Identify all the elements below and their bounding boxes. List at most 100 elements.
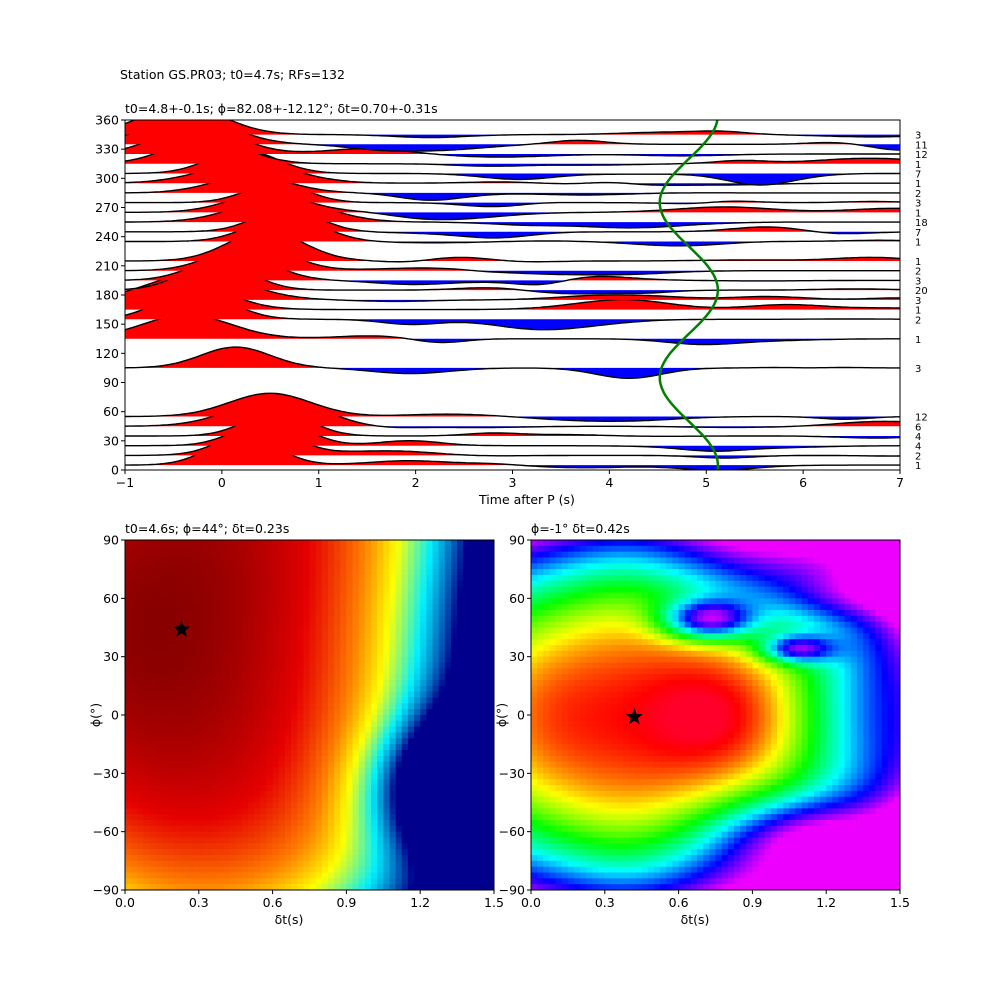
heatmap-cell	[623, 540, 630, 547]
heatmap-cell	[647, 697, 655, 704]
heatmap-cell	[543, 720, 551, 728]
heatmap-cell	[131, 598, 138, 605]
heatmap-cell	[586, 691, 594, 699]
heatmap-cell	[321, 709, 329, 716]
heatmap-cell	[531, 691, 538, 699]
heatmap-cell	[641, 569, 649, 576]
heatmap-cell	[340, 715, 347, 722]
heatmap-cell	[641, 849, 649, 856]
heatmap-cell	[537, 866, 544, 874]
heatmap-cell	[131, 633, 138, 640]
heatmap-cell	[168, 621, 175, 629]
heatmap-cell	[272, 668, 280, 675]
heatmap-cell	[155, 831, 163, 839]
heatmap-cell	[537, 703, 544, 710]
heatmap-cell	[309, 709, 317, 716]
heatmap-cell	[586, 779, 594, 786]
heatmap-cell	[426, 563, 434, 570]
heatmap-cell	[334, 744, 341, 751]
heatmap-cell	[389, 884, 397, 890]
heatmap-cell	[248, 639, 255, 646]
heatmap-cell	[192, 575, 200, 582]
heatmap-cell	[586, 545, 594, 553]
heatmap-cell	[278, 685, 286, 693]
heatmap-cell	[469, 580, 477, 588]
heatmap-cell	[334, 551, 341, 559]
heatmap-cell	[531, 738, 538, 745]
heatmap-cell	[438, 761, 446, 769]
heatmap-cell	[241, 645, 249, 652]
heatmap-cell	[303, 674, 311, 681]
heatmap-cell	[149, 709, 157, 716]
heatmap-cell	[272, 709, 280, 716]
heatmap-cell	[623, 732, 630, 739]
heatmap-cell	[469, 604, 477, 611]
heatmap-cell	[223, 732, 231, 739]
heatmap-cell	[327, 825, 335, 833]
heatmap-cell	[401, 569, 409, 576]
heatmap-cell	[149, 557, 157, 564]
heatmap-cell	[377, 761, 384, 769]
heatmap-cell	[395, 790, 403, 798]
heatmap-cell	[592, 726, 600, 734]
heatmap-cell	[254, 615, 261, 623]
heatmap-cell	[291, 779, 298, 786]
heatmap-cell	[598, 569, 606, 576]
heatmap-cell	[143, 586, 151, 594]
heatmap-cell	[420, 843, 427, 850]
heatmap-cell	[180, 732, 188, 739]
heatmap-cell	[303, 604, 311, 611]
heatmap-cell	[248, 785, 255, 792]
heatmap-cell	[327, 785, 335, 792]
heatmap-cell	[598, 808, 606, 815]
heatmap-cell	[272, 674, 280, 681]
heatmap-cell	[223, 575, 231, 582]
heatmap-cell	[241, 557, 249, 564]
heatmap-cell	[481, 551, 489, 559]
heatmap-cell	[647, 540, 655, 547]
rf-x-axis: −1 0 1 2 3 4 5 6 7	[116, 470, 904, 490]
heatmap-cell	[168, 569, 175, 576]
heatmap-cell	[604, 639, 612, 646]
heatmap-cell	[297, 680, 304, 687]
heatmap-cell	[371, 738, 378, 745]
heatmap-cell	[327, 598, 335, 605]
heatmap-cell	[543, 802, 551, 809]
heatmap-cell	[161, 656, 169, 664]
heatmap-cell	[248, 878, 255, 885]
rf-trace	[125, 392, 900, 422]
heatmap-cell	[235, 726, 243, 734]
heatmap-cell	[444, 808, 452, 815]
heatmap-cell	[334, 820, 341, 827]
heatmap-cell	[450, 779, 458, 786]
heatmap-cell	[395, 872, 403, 879]
heatmap-cell	[186, 586, 194, 594]
heatmap-cell	[155, 767, 163, 774]
heatmap-cell	[457, 586, 464, 594]
heatmap-cell	[407, 656, 415, 664]
heatmap-cell	[549, 569, 557, 576]
heatmap-cell	[647, 662, 655, 669]
heatmap-cell	[254, 650, 261, 658]
heatmap-cell	[414, 849, 421, 856]
heatmap-cell	[241, 761, 249, 769]
heatmap-cell	[346, 790, 354, 798]
heatmap-cell	[131, 744, 138, 751]
heatmap-cell	[321, 569, 329, 576]
heatmap-cell	[143, 685, 151, 693]
heatmap-cell	[426, 691, 434, 699]
heatmap-cell	[543, 790, 551, 798]
heatmap-cell	[241, 662, 249, 669]
heatmap-cell	[241, 685, 249, 693]
heatmap-cell	[623, 615, 630, 623]
heatmap-cell	[537, 691, 544, 699]
heatmap-cell	[414, 674, 421, 681]
heatmap-cell	[334, 843, 341, 850]
heatmap-cell	[241, 545, 249, 553]
heatmap-cell	[235, 773, 243, 780]
heatmap-cell	[450, 610, 458, 617]
heatmap-cell	[531, 545, 538, 553]
heatmap-cell	[586, 755, 594, 763]
heatmap-cell	[186, 837, 194, 844]
heatmap-cell	[272, 732, 280, 739]
